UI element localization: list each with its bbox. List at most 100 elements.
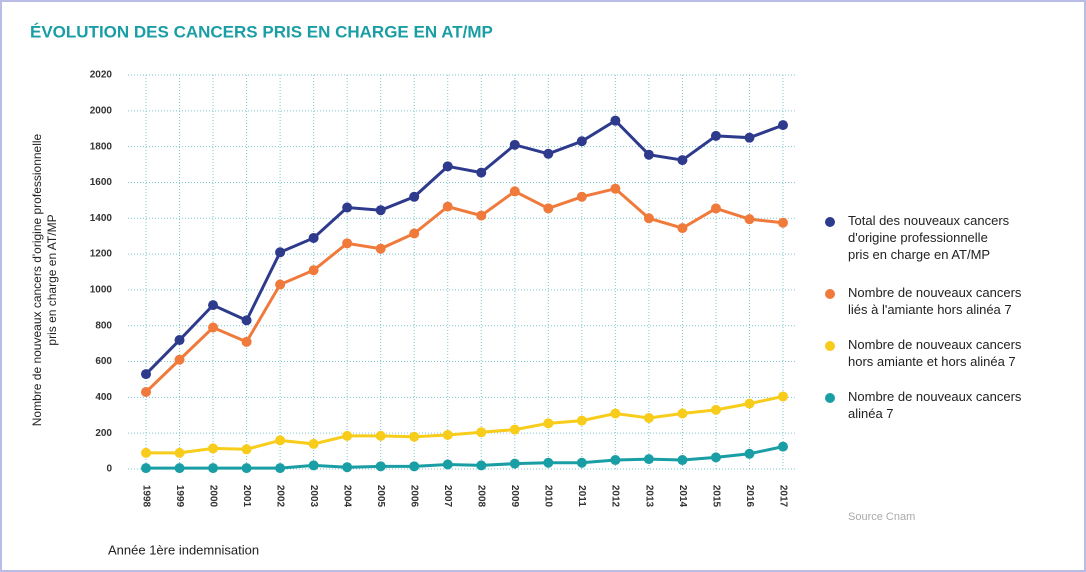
data-point bbox=[241, 463, 252, 474]
data-point bbox=[342, 202, 353, 213]
data-point bbox=[744, 132, 755, 143]
data-point bbox=[308, 438, 319, 449]
x-tick-label: 2006 bbox=[409, 485, 420, 508]
x-tick-label: 2005 bbox=[375, 485, 386, 508]
data-point bbox=[409, 431, 420, 442]
data-point bbox=[610, 408, 621, 419]
chart-title: ÉVOLUTION DES CANCERS PRIS EN CHARGE EN … bbox=[30, 22, 493, 41]
data-point bbox=[275, 247, 286, 258]
data-point bbox=[543, 148, 554, 159]
data-point bbox=[476, 167, 487, 178]
y-axis-label: Nombre de nouveaux cancers d'origine pro… bbox=[30, 133, 44, 426]
data-point bbox=[643, 454, 654, 465]
series-line bbox=[146, 445, 784, 470]
y-tick-label: 600 bbox=[95, 356, 112, 367]
data-point bbox=[275, 463, 286, 474]
data-point bbox=[442, 201, 453, 212]
y-tick-label: 200 bbox=[95, 428, 112, 439]
x-tick-label: 1999 bbox=[174, 485, 185, 508]
data-point bbox=[241, 444, 252, 455]
data-point bbox=[442, 429, 453, 440]
data-point bbox=[543, 457, 554, 468]
data-point bbox=[677, 455, 688, 466]
data-point bbox=[476, 460, 487, 471]
data-point bbox=[744, 448, 755, 459]
y-axis-label: pris en charge en AT/MP bbox=[45, 214, 59, 345]
legend-marker bbox=[825, 217, 835, 227]
data-point bbox=[509, 458, 520, 469]
y-tick-label: 1200 bbox=[90, 249, 113, 260]
data-point bbox=[442, 459, 453, 470]
data-point bbox=[744, 398, 755, 409]
data-point bbox=[409, 191, 420, 202]
data-point bbox=[576, 136, 587, 147]
x-tick-label: 2009 bbox=[509, 485, 520, 508]
x-tick-label: 2000 bbox=[207, 485, 218, 508]
data-point bbox=[643, 213, 654, 224]
data-point bbox=[375, 461, 386, 472]
data-point bbox=[308, 265, 319, 276]
y-tick-label: 1600 bbox=[90, 177, 113, 188]
y-tick-label: 1400 bbox=[90, 213, 113, 224]
x-tick-label: 2014 bbox=[677, 485, 688, 508]
data-point bbox=[744, 214, 755, 225]
data-point bbox=[409, 228, 420, 239]
data-point bbox=[241, 315, 252, 326]
data-point bbox=[476, 210, 487, 221]
data-point bbox=[576, 415, 587, 426]
data-point bbox=[610, 455, 621, 466]
data-point bbox=[409, 461, 420, 472]
data-point bbox=[308, 460, 319, 471]
data-point bbox=[342, 430, 353, 441]
data-point bbox=[509, 424, 520, 435]
data-point bbox=[710, 130, 721, 141]
y-tick-label: 1000 bbox=[90, 285, 113, 296]
y-tick-label: 2020 bbox=[90, 70, 113, 81]
source: Source Cnam bbox=[848, 511, 915, 523]
data-point bbox=[509, 139, 520, 150]
x-axis-label: Année 1ère indemnisation bbox=[108, 542, 259, 557]
data-point bbox=[643, 412, 654, 423]
x-tick-label: 2004 bbox=[342, 485, 353, 508]
data-point bbox=[710, 404, 721, 415]
legend-marker bbox=[825, 393, 835, 403]
data-point bbox=[576, 457, 587, 468]
y-tick-label: 1800 bbox=[90, 141, 113, 152]
legend-label: Total des nouveaux cancers d'origine prof… bbox=[848, 213, 1010, 262]
data-point bbox=[208, 322, 219, 333]
data-point bbox=[677, 408, 688, 419]
x-tick-label: 1998 bbox=[140, 485, 151, 508]
x-tick-label: 2010 bbox=[543, 485, 554, 508]
legend-label: Nombre de nouveaux cancers alinéa 7 bbox=[848, 389, 1022, 421]
data-point bbox=[375, 243, 386, 254]
x-tick-label: 2008 bbox=[476, 485, 487, 508]
data-point bbox=[141, 463, 151, 474]
series-line bbox=[146, 395, 784, 455]
data-point bbox=[576, 191, 587, 202]
legend-label: Nombre de nouveaux cancers liés à l'amian… bbox=[848, 285, 1022, 317]
series-line bbox=[144, 187, 784, 394]
data-point bbox=[342, 462, 353, 473]
data-point bbox=[677, 155, 688, 166]
legend-label: Nombre de nouveaux cancers hors amiante e… bbox=[848, 337, 1022, 369]
data-point bbox=[174, 447, 185, 458]
data-point bbox=[543, 418, 554, 429]
data-point bbox=[677, 223, 688, 234]
x-tick-label: 2015 bbox=[710, 485, 721, 508]
data-point bbox=[141, 369, 151, 380]
data-point bbox=[610, 115, 621, 126]
data-point bbox=[308, 232, 319, 243]
data-point bbox=[375, 430, 386, 441]
y-tick-label: 0 bbox=[106, 464, 112, 475]
data-point bbox=[275, 279, 286, 290]
data-point bbox=[778, 120, 788, 131]
data-point bbox=[174, 463, 185, 474]
data-point bbox=[643, 149, 654, 160]
data-point bbox=[174, 354, 185, 365]
data-point bbox=[476, 427, 487, 438]
x-tick-label: 2012 bbox=[610, 485, 621, 508]
legend-marker bbox=[825, 289, 835, 299]
data-point bbox=[442, 161, 453, 172]
x-tick-label: 2016 bbox=[744, 485, 755, 508]
data-point bbox=[208, 463, 219, 474]
